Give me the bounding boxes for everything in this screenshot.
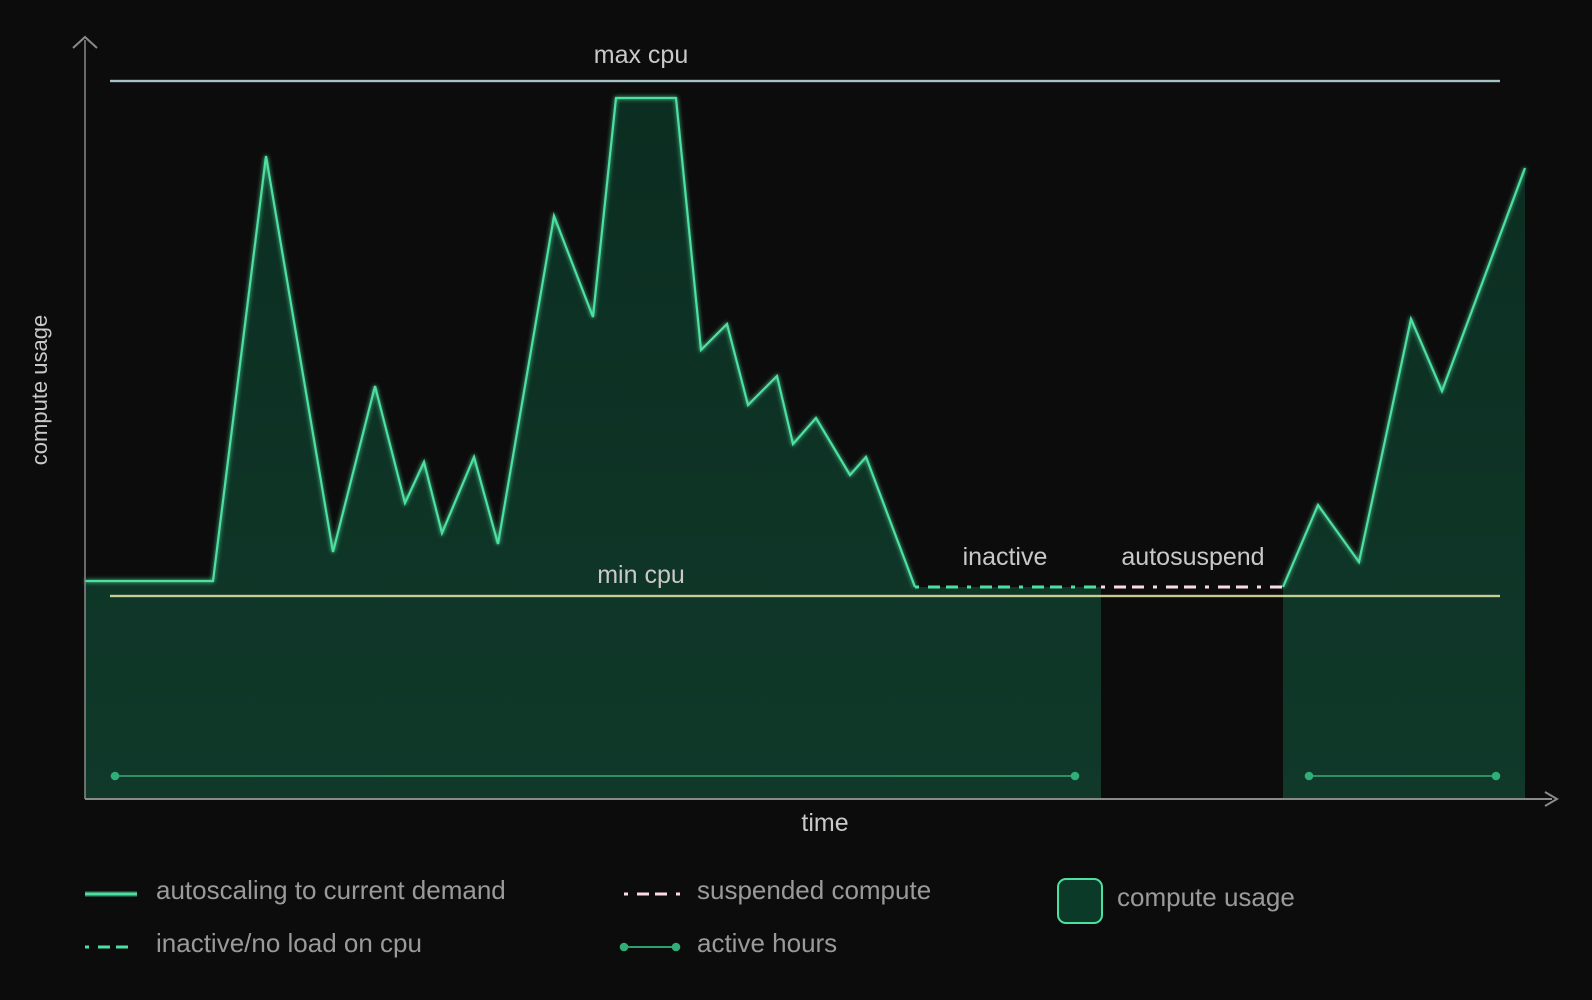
- svg-text:autosuspend: autosuspend: [1121, 543, 1264, 571]
- svg-text:inactive: inactive: [963, 543, 1048, 571]
- svg-text:compute usage: compute usage: [27, 315, 52, 465]
- svg-text:min cpu: min cpu: [597, 561, 685, 589]
- svg-text:compute usage: compute usage: [1117, 882, 1295, 912]
- svg-text:time: time: [801, 809, 848, 837]
- svg-text:autoscaling to current demand: autoscaling to current demand: [156, 875, 506, 905]
- svg-text:max cpu: max cpu: [594, 41, 688, 69]
- svg-text:active hours: active hours: [697, 928, 837, 958]
- svg-text:suspended compute: suspended compute: [697, 875, 931, 905]
- svg-text:inactive/no load on cpu: inactive/no load on cpu: [156, 928, 422, 958]
